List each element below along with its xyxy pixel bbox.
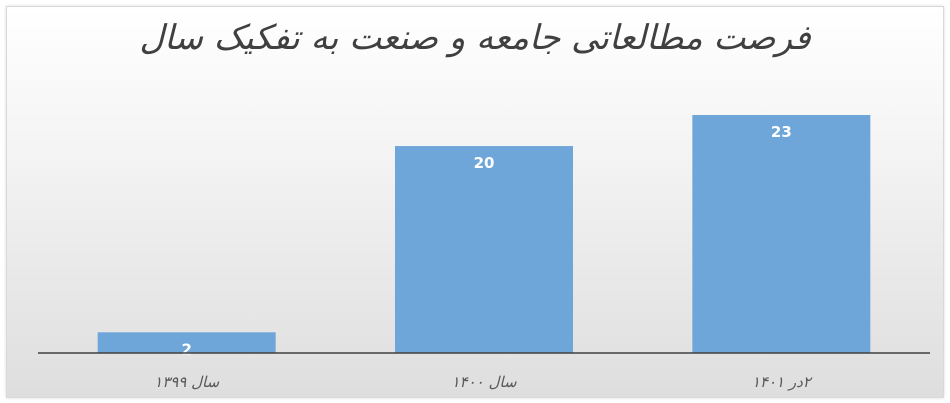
data-label-0: 2: [181, 340, 191, 358]
chart-title: فرصت مطالعاتی جامعه و صنعت به تفکیک سال: [139, 18, 811, 58]
data-label-2: 23: [771, 123, 792, 141]
bar-2: [692, 115, 871, 353]
x-tick-label-1: سال ۱۴۰۰: [451, 373, 516, 391]
bar-0: [97, 332, 276, 353]
data-label-1: 20: [474, 154, 495, 172]
bar-1: [395, 146, 573, 353]
x-tick-label-0: سال ۱۳۹۹: [154, 373, 219, 391]
x-tick-label-2: ۲در ۱۴۰۱: [752, 373, 813, 391]
